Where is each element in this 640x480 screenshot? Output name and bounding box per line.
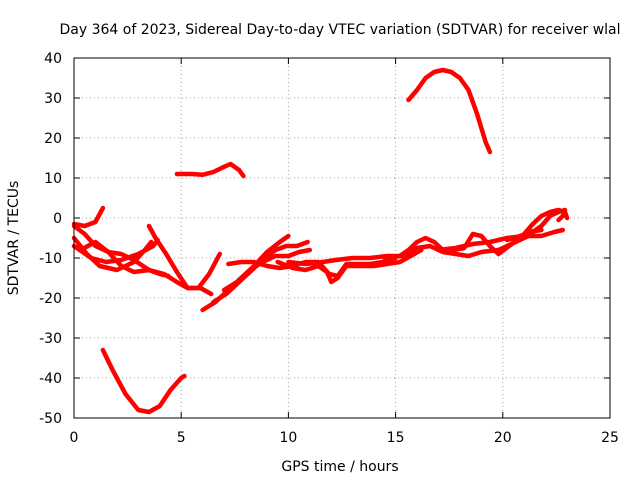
x-axis-label: GPS time / hours — [281, 459, 398, 475]
series-line-arc-7 — [100, 347, 187, 415]
y-tick-label: -40 — [39, 371, 62, 387]
series-line-arc-14 — [286, 231, 536, 267]
series-line-arc-13 — [275, 247, 424, 285]
y-tick-label: 10 — [44, 171, 62, 187]
y-tick-label: -50 — [39, 411, 62, 427]
y-tick-label: -30 — [39, 331, 62, 347]
series-line-arc-18 — [511, 207, 570, 245]
x-tick-label: 25 — [601, 430, 619, 446]
y-tick-label: -10 — [39, 251, 62, 267]
series-line-arc-19 — [406, 67, 493, 155]
y-tick-label: 0 — [53, 211, 62, 227]
y-tick-label: 20 — [44, 131, 62, 147]
series-line-arc-11 — [221, 247, 313, 293]
series-line-arc-6 — [146, 223, 223, 291]
x-tick-label: 0 — [70, 430, 79, 446]
x-tick-label: 10 — [279, 430, 297, 446]
series-line-arc-1 — [71, 205, 106, 229]
x-tick-label: 20 — [494, 430, 512, 446]
axis-ticks: 0 5 10 15 20 25 -50 -40 -30 -20 -10 0 10 20 30 40 — [39, 51, 619, 446]
plot-frame — [73, 57, 611, 419]
x-tick-label: 15 — [387, 430, 405, 446]
chart-title: Day 364 of 2023, Sidereal Day-to-day VTE… — [59, 22, 620, 38]
series-line-arc-4 — [71, 237, 160, 265]
y-tick-label: 30 — [44, 91, 62, 107]
series-layer — [71, 67, 570, 415]
y-axis-label: SDTVAR / TECUs — [6, 181, 22, 296]
series-line-arc-10 — [211, 239, 310, 305]
y-tick-label: 40 — [44, 51, 62, 67]
series-line-arc-8 — [174, 161, 246, 179]
x-tick-label: 5 — [177, 430, 186, 446]
y-tick-label: -20 — [39, 291, 62, 307]
